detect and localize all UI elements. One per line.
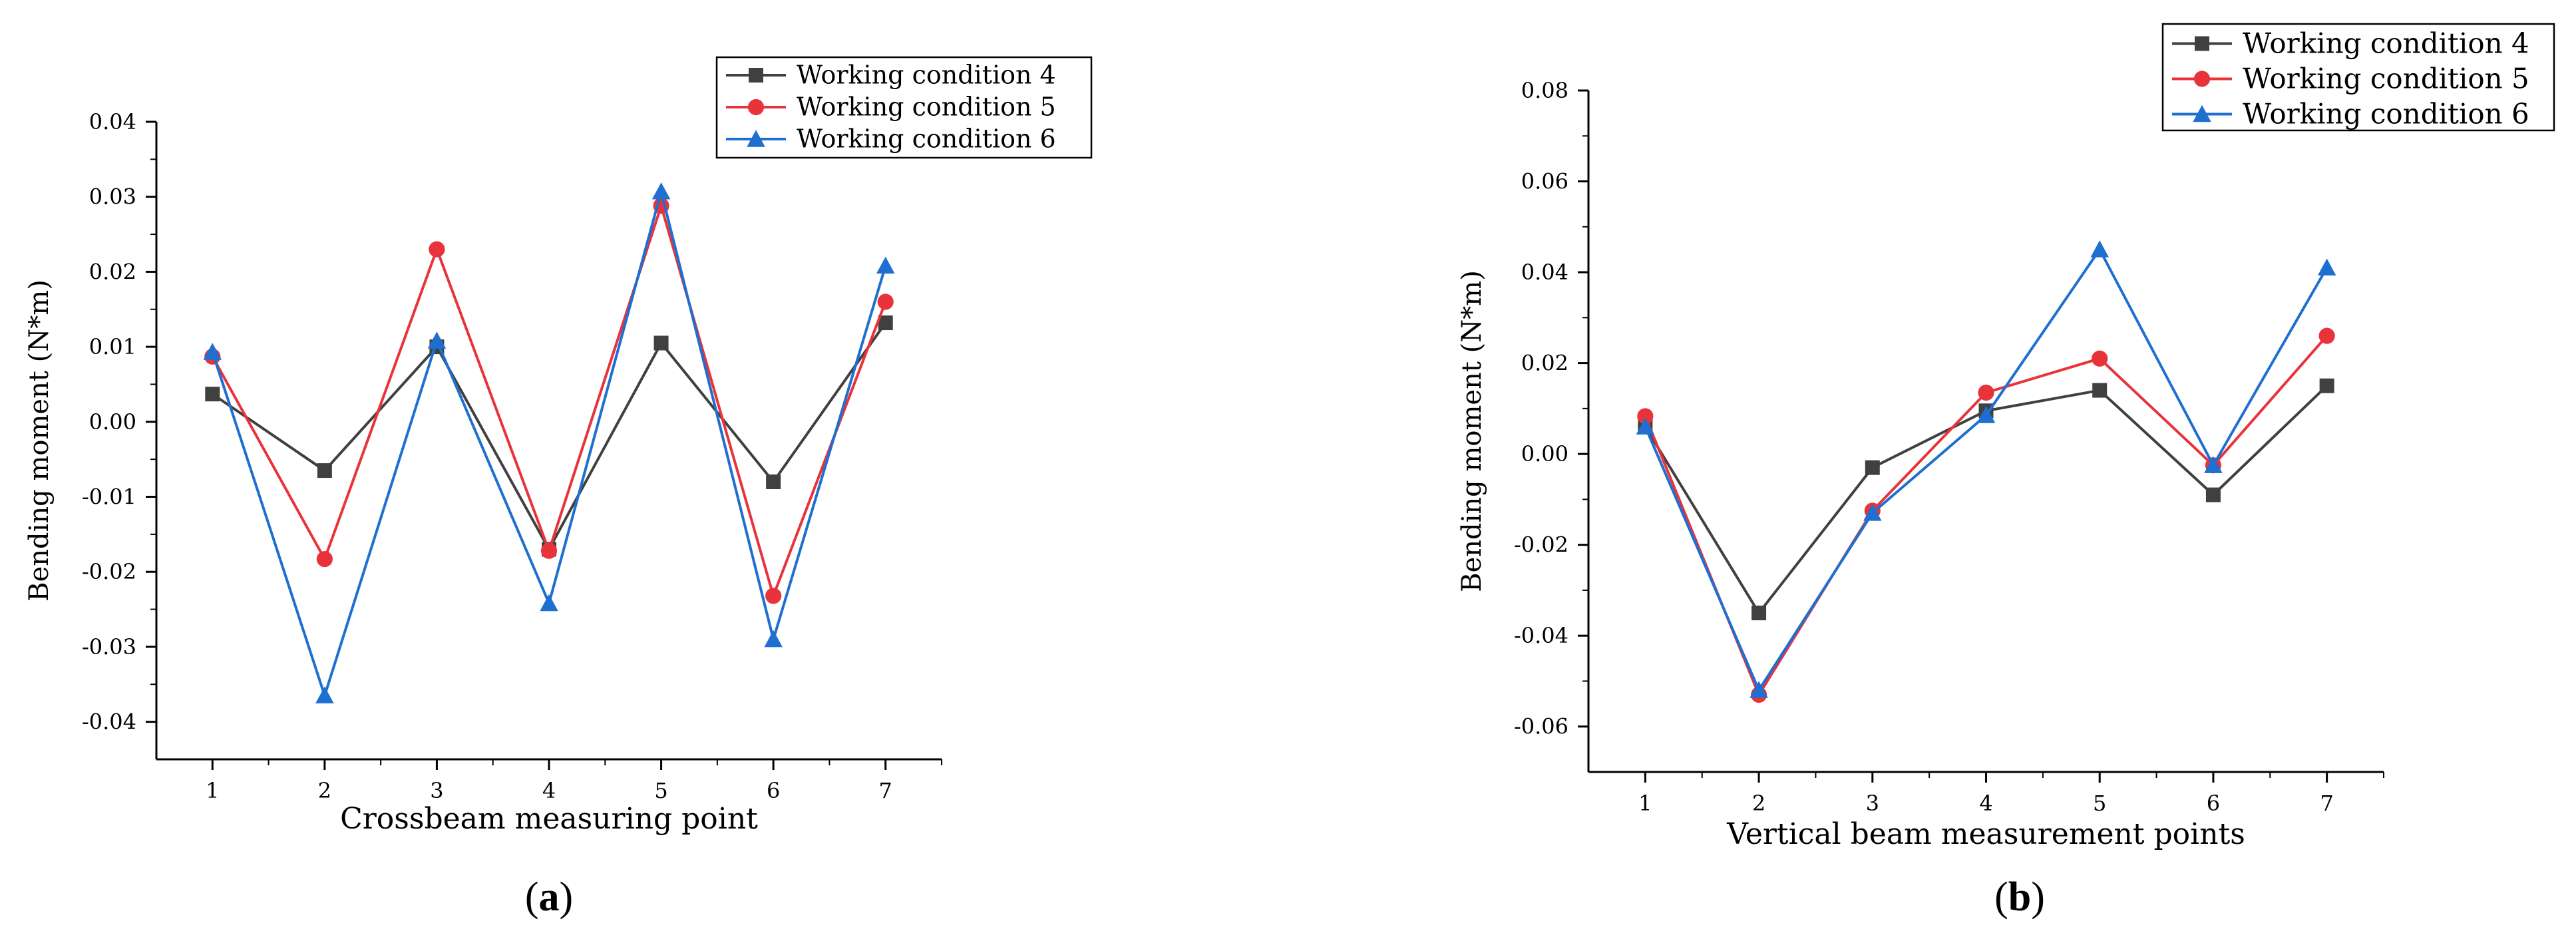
y-tick-label: 0.00: [89, 409, 136, 435]
data-point: [540, 542, 558, 559]
y-tick-label: 0.02: [1521, 351, 1568, 376]
panel-caption: (a): [525, 874, 573, 920]
legend-label: Working condition 4: [797, 61, 1056, 90]
x-axis-label: Crossbeam measuring point: [340, 802, 758, 836]
legend-marker: [747, 130, 765, 147]
y-tick-label: -0.03: [82, 634, 136, 659]
data-point: [2092, 350, 2108, 367]
data-point: [876, 256, 895, 274]
y-tick-label: 0.00: [1521, 441, 1568, 467]
y-tick-label: -0.02: [1514, 532, 1568, 558]
y-tick-label: -0.01: [82, 484, 136, 510]
panel-caption: (b): [1994, 874, 2045, 920]
data-point: [878, 315, 893, 331]
data-point: [205, 387, 220, 402]
x-tick-label: 6: [2207, 791, 2220, 816]
x-tick-label: 7: [2320, 791, 2333, 816]
data-point: [315, 686, 334, 703]
y-tick-label: 0.08: [1521, 78, 1568, 103]
legend-box: [2161, 23, 2555, 132]
chart-panel-a: -0.04 -0.03 -0.02 -0.01 0.00 0.01 0.02 0.03 0.04…: [24, 56, 1093, 920]
data-point: [1637, 408, 1654, 425]
series-line-6: [211, 186, 887, 700]
series-line-6: [1644, 247, 2328, 693]
legend-label: Working condition 6: [2243, 97, 2529, 130]
y-tick-label: -0.02: [82, 559, 136, 584]
data-point: [429, 241, 445, 258]
x-tick-label: 5: [2093, 791, 2106, 816]
data-point: [653, 335, 669, 351]
x-tick-label: 1: [1638, 791, 1652, 816]
x-tick-label: 7: [879, 778, 892, 803]
data-point: [316, 550, 333, 568]
x-tick-label: 5: [654, 778, 667, 803]
x-tick-label: 6: [767, 778, 780, 803]
data-point: [203, 343, 222, 360]
y-axis-label: Bending moment (N*m): [24, 280, 55, 602]
chart-panel-b: -0.06 -0.04 -0.02 0.00 0.02 0.04 0.06 0.08 1 2 3 4 5…: [1457, 23, 2555, 920]
data-point: [1751, 606, 1767, 621]
data-point: [2318, 327, 2335, 344]
data-point: [877, 293, 894, 310]
y-tick-label: 0.04: [1521, 260, 1568, 285]
y-tick-label: -0.06: [1514, 714, 1568, 739]
data-point: [765, 588, 782, 604]
y-tick-label: 0.04: [89, 109, 136, 134]
x-tick-label: 3: [1866, 791, 1879, 816]
data-point: [766, 474, 781, 489]
y-tick-label: 0.02: [89, 259, 136, 284]
legend-marker: [747, 98, 765, 116]
y-tick-label: 0.01: [89, 334, 136, 359]
legend-marker: [749, 68, 763, 83]
series-line-5: [211, 201, 887, 600]
data-point: [540, 594, 558, 612]
x-tick-label: 2: [318, 778, 331, 803]
data-point: [651, 182, 671, 200]
x-tick-label: 2: [1752, 791, 1765, 816]
legend-label: Working condition 6: [797, 124, 1056, 154]
data-point: [764, 630, 783, 648]
y-axis-label: Bending moment (N*m): [1457, 270, 1487, 592]
x-tick-label: 4: [1979, 791, 1992, 816]
y-tick-label: -0.04: [1514, 623, 1568, 648]
data-point: [2092, 383, 2108, 398]
legend-marker: [2193, 104, 2211, 122]
legend: Working condition 4 Working condition 5Wo…: [715, 56, 1093, 159]
y-tick-label: 0.03: [89, 184, 136, 210]
legend-label: Working condition 5: [797, 93, 1056, 122]
data-point: [2205, 487, 2221, 502]
legend-label: Working condition 5: [2243, 62, 2529, 94]
legend-marker: [2195, 36, 2209, 51]
y-tick-label: -0.04: [82, 709, 136, 735]
data-point: [2319, 378, 2334, 393]
y-tick-label: 0.06: [1521, 169, 1568, 194]
data-point: [1636, 417, 1655, 435]
x-tick-label: 1: [206, 778, 219, 803]
data-point: [1976, 406, 1996, 423]
data-point: [1978, 384, 1994, 401]
data-point: [317, 463, 332, 478]
x-axis-label: Vertical beam measurement points: [1726, 817, 2245, 851]
series-line-4: [212, 321, 887, 552]
data-point: [1863, 504, 1882, 521]
data-point: [2317, 258, 2336, 276]
data-point: [1865, 460, 1880, 475]
data-point: [2204, 456, 2223, 473]
data-point: [2090, 240, 2109, 258]
data-point: [1749, 681, 1768, 698]
legend-label: Working condition 4: [2243, 27, 2529, 59]
x-tick-label: 3: [430, 778, 443, 803]
legend-marker: [2193, 71, 2211, 87]
x-tick-label: 4: [542, 778, 556, 803]
data-point: [427, 331, 447, 349]
